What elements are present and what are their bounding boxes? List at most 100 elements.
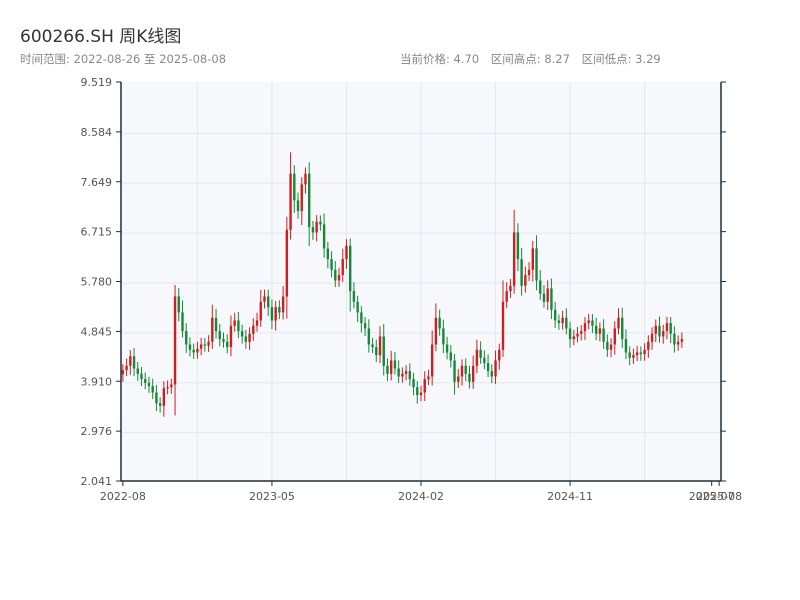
candle-down: [267, 296, 270, 308]
candle-down: [542, 293, 546, 302]
time-range-info: 时间范围: 2022-08-26 至 2025-08-08: [20, 51, 226, 67]
candle-down: [594, 325, 598, 334]
candle-up: [289, 173, 292, 230]
y-tick-label: 9.519: [81, 76, 113, 89]
candle-down: [334, 269, 337, 281]
candle-up: [580, 331, 583, 334]
candle-down: [144, 379, 147, 383]
candle-down: [356, 301, 359, 313]
candle-up: [527, 269, 531, 276]
candle-up: [512, 232, 516, 286]
candle-up: [419, 392, 423, 396]
candle-down: [188, 344, 192, 350]
candle-down: [326, 248, 330, 260]
candle-down: [218, 331, 221, 340]
candle-down: [214, 317, 218, 332]
candle-down: [181, 312, 184, 332]
candle-down: [486, 363, 490, 372]
candle-up: [665, 323, 669, 332]
candle-down: [132, 356, 136, 369]
candle-up: [609, 344, 613, 350]
candle-up: [252, 325, 255, 334]
candle-down: [628, 352, 631, 358]
candle-down: [639, 352, 643, 355]
candle-up: [613, 328, 616, 345]
candle-up: [162, 388, 166, 406]
candle-up: [650, 333, 654, 342]
candle-up: [121, 370, 125, 375]
candle-down: [367, 328, 371, 345]
candle-down: [363, 323, 367, 329]
y-tick-label: 3.910: [81, 375, 113, 388]
grid-lines: [121, 82, 721, 481]
candle-up: [199, 344, 203, 349]
current-price-value: 4.70: [453, 52, 480, 66]
candle-up: [170, 384, 173, 388]
candle-up: [196, 348, 199, 353]
candle-down: [479, 349, 482, 358]
candle-down: [147, 382, 151, 387]
candle-up: [498, 349, 501, 361]
x-tick-label: 2022-08: [100, 490, 146, 503]
candle-down: [453, 360, 456, 382]
candle-up: [632, 355, 635, 358]
candle-down: [445, 344, 449, 353]
x-tick-label: 2025-07: [689, 490, 735, 503]
candle-down: [375, 347, 378, 356]
candle-up: [166, 387, 169, 389]
y-tick-label: 7.649: [81, 176, 113, 189]
candle-up: [430, 344, 434, 377]
candle-up: [643, 349, 646, 355]
candle-down: [192, 349, 195, 353]
candle-up: [457, 376, 460, 382]
candle-down: [669, 323, 672, 334]
candle-down: [222, 339, 225, 342]
candle-up: [281, 296, 285, 313]
candle-down: [308, 173, 311, 228]
candle-up: [345, 245, 348, 260]
candle-down: [602, 328, 605, 342]
candle-down: [539, 280, 542, 294]
candle-down: [348, 245, 352, 292]
candle-up: [587, 320, 590, 324]
y-tick-label: 4.845: [81, 325, 113, 338]
candle-down: [382, 336, 385, 366]
candle-up: [501, 301, 505, 350]
candle-down: [516, 232, 520, 260]
candle-down: [226, 341, 229, 348]
candle-down: [591, 320, 594, 326]
candle-down: [464, 365, 467, 374]
candle-up: [341, 259, 344, 276]
x-tick-label: 2023-05: [249, 490, 295, 503]
x-tick-label: 2025-08: [696, 490, 742, 503]
candle-down: [177, 296, 180, 313]
candle-up: [378, 336, 382, 356]
candle-down: [237, 320, 240, 332]
y-tick-label: 8.584: [81, 126, 113, 139]
candle-up: [475, 349, 479, 366]
candle-down: [352, 291, 356, 302]
candle-up: [423, 379, 426, 393]
candle-up: [263, 296, 266, 302]
candle-down: [553, 309, 557, 321]
candle-up: [389, 360, 393, 374]
candle-down: [270, 307, 274, 321]
axes: 9.519 8.584 7.649 6.715 5.780 4.845 3.910 2.976…: [81, 76, 743, 503]
candle-down: [319, 221, 322, 225]
candle-down: [416, 387, 419, 396]
candle-up: [337, 275, 341, 281]
candle-up: [680, 339, 684, 342]
candle-up: [598, 328, 602, 334]
candle-up: [300, 184, 303, 212]
candle-up: [434, 317, 438, 345]
candle-up: [654, 325, 657, 334]
candles: [121, 152, 684, 417]
candle-down: [360, 312, 363, 324]
candle-down: [550, 288, 553, 310]
candle-up: [229, 325, 233, 348]
candle-up: [129, 356, 132, 366]
candle-down: [151, 386, 154, 393]
candle-down: [371, 344, 374, 348]
candle-up: [274, 307, 277, 321]
candle-up: [576, 333, 579, 337]
